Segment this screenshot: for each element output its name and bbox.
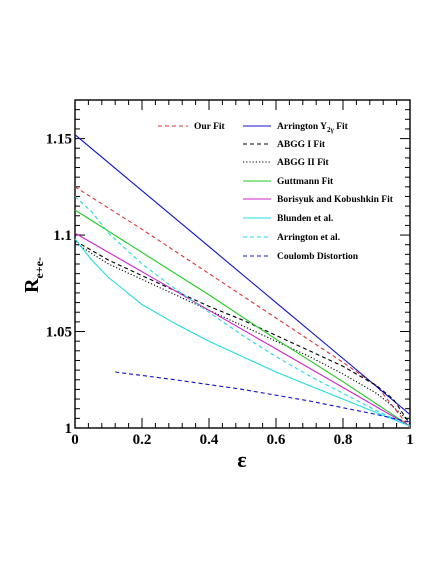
- y-tick-label: 1: [65, 421, 73, 437]
- x-axis-label: ε: [237, 447, 246, 472]
- y-tick-label: 1.15: [46, 132, 72, 148]
- legend-label: Arrington Y2γ Fit: [277, 122, 349, 134]
- y-axis-label-sub: e+e-: [32, 257, 46, 279]
- svg-text:Re+e-: Re+e-: [21, 257, 46, 293]
- x-tick-label: 0.6: [267, 432, 286, 448]
- series-line-arrington-et-al: [74, 196, 411, 427]
- series-layer: [74, 134, 411, 429]
- x-tick-label: 1: [406, 432, 414, 448]
- x-tick-label: 0: [71, 432, 79, 448]
- series-line-our-fit: [74, 186, 411, 429]
- series-line-arrington-y: [74, 134, 411, 415]
- series-line-coulomb-distortion: [115, 371, 411, 423]
- series-line-guttmann-fit: [74, 209, 411, 427]
- legend-label: Guttmann Fit: [277, 177, 334, 187]
- y-axis-label-main: R: [21, 278, 43, 293]
- x-tick-label: 0.4: [200, 432, 219, 448]
- series-line-blunden-et-al: [74, 238, 411, 427]
- series-line-abgg-ii-fit: [74, 242, 411, 423]
- x-tick-label: 0.8: [334, 432, 353, 448]
- y-axis-label: Re+e-: [21, 257, 46, 293]
- legend: Our Fit Arrington Y2γ Fit ABGG I Fit ABGG I…: [158, 122, 394, 262]
- legend-label: Blunden et al.: [277, 214, 333, 224]
- legend-label: ABGG II Fit: [277, 158, 330, 168]
- legend-label: Our Fit: [194, 122, 226, 132]
- x-axis: 0 0.2 0.4 0.6 0.8 1: [71, 100, 414, 448]
- legend-label: Arrington et al.: [277, 233, 340, 243]
- legend-label: Coulomb Distortion: [277, 252, 359, 262]
- y-tick-label: 1.05: [46, 325, 72, 341]
- plot-frame: [74, 99, 411, 429]
- legend-label: ABGG I Fit: [277, 140, 326, 150]
- series-line-borisyuk-and-kobushkin-fit: [74, 232, 411, 427]
- y-tick-label: 1.1: [53, 228, 72, 244]
- legend-label: Borisyuk and Kobushkin Fit: [277, 195, 394, 205]
- x-tick-label: 0.2: [133, 432, 152, 448]
- y-axis: 1 1.05 1.1 1.15: [46, 99, 410, 437]
